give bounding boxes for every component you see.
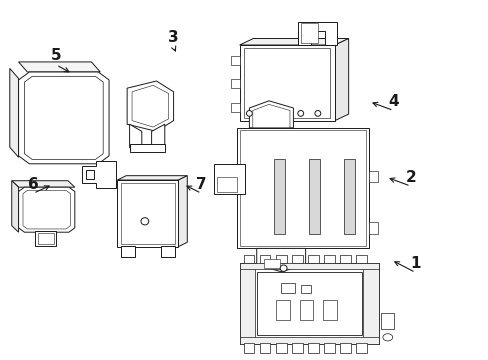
- Polygon shape: [12, 181, 75, 187]
- Bar: [243, 343, 254, 353]
- Polygon shape: [252, 104, 289, 128]
- Bar: [368, 222, 377, 234]
- Bar: [256, 272, 361, 335]
- Polygon shape: [82, 161, 116, 188]
- Polygon shape: [129, 144, 164, 152]
- Bar: [300, 23, 317, 43]
- Bar: [363, 263, 378, 344]
- Polygon shape: [12, 181, 19, 232]
- Bar: [340, 343, 350, 353]
- Polygon shape: [151, 124, 164, 152]
- Bar: [239, 263, 255, 344]
- Polygon shape: [178, 176, 187, 247]
- Ellipse shape: [314, 111, 320, 116]
- Polygon shape: [132, 85, 168, 127]
- Bar: [291, 343, 302, 353]
- Polygon shape: [117, 180, 178, 247]
- Ellipse shape: [246, 111, 252, 116]
- Bar: [216, 177, 237, 192]
- Text: 5: 5: [51, 48, 61, 63]
- Polygon shape: [19, 72, 109, 164]
- Bar: [259, 255, 270, 263]
- Bar: [38, 233, 54, 244]
- Bar: [340, 255, 350, 263]
- Polygon shape: [117, 176, 187, 180]
- Polygon shape: [239, 39, 348, 45]
- Bar: [381, 313, 393, 329]
- Bar: [161, 246, 174, 257]
- Bar: [368, 171, 377, 182]
- Polygon shape: [127, 81, 173, 131]
- Polygon shape: [237, 128, 368, 248]
- Bar: [213, 163, 245, 194]
- Bar: [121, 183, 174, 244]
- Ellipse shape: [280, 265, 286, 271]
- Bar: [299, 300, 313, 320]
- Polygon shape: [230, 56, 239, 65]
- Bar: [307, 255, 318, 263]
- Polygon shape: [10, 68, 19, 157]
- Polygon shape: [230, 103, 239, 112]
- Ellipse shape: [382, 334, 392, 341]
- Bar: [240, 130, 366, 246]
- Polygon shape: [239, 45, 334, 121]
- Bar: [239, 337, 378, 344]
- Bar: [264, 259, 279, 268]
- Polygon shape: [239, 263, 378, 344]
- Bar: [356, 255, 366, 263]
- Bar: [273, 159, 284, 234]
- Bar: [323, 300, 336, 320]
- Bar: [291, 255, 302, 263]
- Bar: [275, 343, 286, 353]
- Bar: [300, 285, 311, 293]
- Bar: [308, 159, 319, 234]
- Bar: [275, 255, 286, 263]
- Bar: [356, 343, 366, 353]
- Bar: [259, 343, 270, 353]
- Polygon shape: [298, 22, 337, 45]
- Polygon shape: [230, 79, 239, 88]
- Bar: [244, 48, 329, 118]
- Polygon shape: [19, 187, 75, 232]
- Ellipse shape: [297, 111, 303, 116]
- Bar: [324, 343, 334, 353]
- Text: 1: 1: [409, 256, 420, 271]
- Bar: [281, 283, 294, 293]
- Polygon shape: [334, 39, 348, 121]
- Bar: [36, 231, 56, 246]
- Ellipse shape: [280, 111, 286, 116]
- Text: 7: 7: [196, 177, 206, 192]
- Bar: [344, 159, 354, 234]
- Bar: [85, 170, 94, 179]
- Bar: [239, 263, 378, 269]
- Polygon shape: [249, 101, 293, 128]
- Polygon shape: [23, 190, 70, 229]
- Ellipse shape: [141, 218, 148, 225]
- Text: 6: 6: [28, 177, 39, 192]
- Ellipse shape: [263, 111, 269, 116]
- Text: 2: 2: [405, 170, 415, 185]
- Text: 4: 4: [387, 94, 398, 109]
- Bar: [121, 246, 135, 257]
- Bar: [307, 343, 318, 353]
- Text: 3: 3: [168, 30, 179, 45]
- Polygon shape: [19, 62, 100, 72]
- Polygon shape: [256, 248, 305, 272]
- Bar: [324, 255, 334, 263]
- Polygon shape: [129, 124, 142, 152]
- Polygon shape: [24, 76, 103, 159]
- Bar: [276, 300, 289, 320]
- Bar: [243, 255, 254, 263]
